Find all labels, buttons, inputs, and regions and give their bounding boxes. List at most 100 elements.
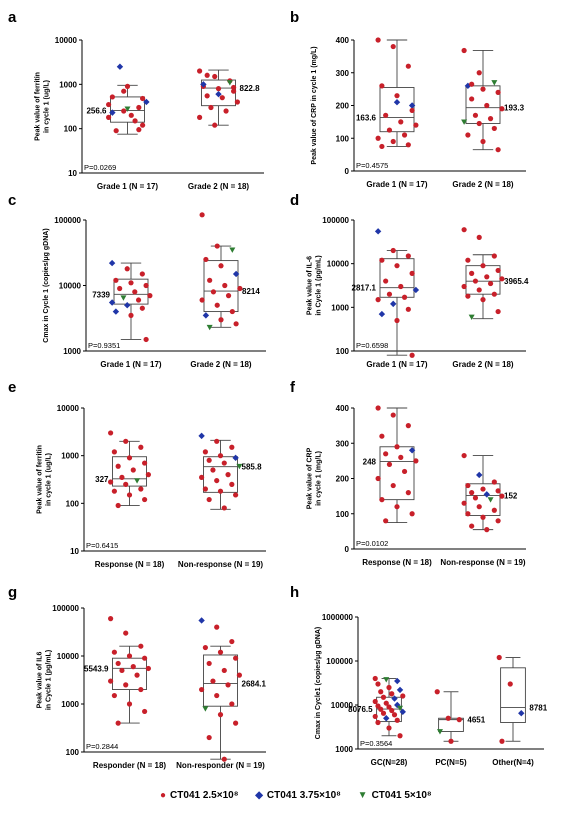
data-point	[491, 479, 497, 485]
green-triangle-icon: ▼	[357, 790, 368, 801]
data-point	[372, 675, 378, 682]
y-axis-label-line: Cmax in Cycle1 (copies/μg gDNA)	[315, 627, 322, 739]
data-point	[394, 504, 400, 510]
data-point	[142, 496, 148, 503]
data-point	[372, 698, 378, 705]
data-point	[112, 308, 120, 315]
box-iqr	[465, 265, 501, 295]
data-point	[375, 37, 381, 43]
data-point	[394, 263, 400, 269]
y-axis-label-line: Peak value of ferritin	[35, 72, 42, 141]
data-point	[379, 433, 385, 439]
data-point	[130, 664, 136, 670]
p-value: P=0.2844	[86, 742, 118, 751]
x-tick-label: Non-response (N = 19)	[440, 558, 525, 567]
data-point	[128, 312, 134, 318]
data-point	[379, 497, 385, 503]
data-point	[499, 276, 505, 282]
data-point	[143, 282, 149, 289]
data-point	[115, 463, 121, 469]
data-point	[115, 502, 121, 509]
y-axis-label: Peak value of ferritin in cycle 1 (ug/L)	[37, 445, 53, 514]
data-point	[408, 102, 416, 109]
x-tick-label: Non-response (N = 19)	[178, 560, 263, 569]
data-point	[206, 660, 212, 667]
data-point	[215, 90, 222, 98]
data-point	[214, 302, 220, 308]
data-point	[214, 243, 220, 249]
data-point	[398, 283, 404, 290]
data-point	[207, 277, 213, 283]
data-point	[221, 667, 227, 674]
median-label: 822.8	[240, 84, 261, 93]
data-point	[465, 293, 471, 299]
data-point	[375, 719, 381, 726]
panel-c: c 1000 10000 100000 Cmax in Cycle 1 (copies/…	[8, 192, 266, 369]
data-point	[225, 293, 232, 299]
red-circle-icon: ●	[160, 790, 167, 801]
data-point	[143, 336, 149, 343]
data-point	[199, 297, 205, 303]
data-point	[119, 474, 125, 480]
data-point	[383, 278, 389, 284]
data-point	[217, 488, 224, 494]
data-point	[495, 267, 501, 274]
data-point	[225, 472, 231, 478]
y-tick-label: 1000	[63, 347, 81, 356]
data-point	[126, 653, 133, 659]
data-point	[229, 247, 236, 253]
y-tick-label: 1000	[61, 452, 79, 461]
x-tick-label: PC(N=5)	[435, 758, 467, 767]
y-axis-label-line: Peak value of IL-6	[307, 256, 314, 315]
x-tick-label: GC(N=28)	[371, 758, 408, 767]
x-tick-label: Grade 1 (N = 17)	[97, 182, 158, 191]
data-point	[233, 720, 239, 726]
data-point	[491, 125, 497, 132]
data-point	[386, 704, 392, 710]
data-point	[413, 458, 419, 464]
data-point	[212, 122, 218, 128]
median-label: 163.6	[356, 113, 377, 122]
data-point	[218, 317, 224, 323]
data-point	[394, 717, 400, 723]
data-point	[495, 147, 501, 153]
data-point	[108, 259, 116, 267]
data-point	[139, 271, 145, 277]
y-tick-label: 100000	[54, 216, 81, 225]
y-tick-label: 200	[336, 102, 350, 111]
x-tick-label: Grade 2 (N = 18)	[190, 360, 251, 369]
data-point	[476, 504, 482, 510]
data-point	[390, 482, 396, 489]
data-point	[215, 86, 222, 92]
y-axis-label: Peak value of IL6 in Cycle 1 (pg/mL)	[37, 650, 53, 710]
data-point	[476, 471, 483, 479]
data-point	[499, 493, 505, 499]
data-point	[233, 492, 239, 498]
data-point	[111, 649, 117, 655]
data-point	[142, 655, 148, 661]
data-point	[109, 94, 115, 100]
data-point	[203, 256, 209, 263]
y-axis-label-line: in cycle 1 (ug/L)	[44, 80, 51, 133]
data-point	[115, 660, 121, 667]
y-tick-label: 300	[336, 439, 350, 448]
data-point	[484, 527, 490, 533]
x-tick-label: Response (N = 18)	[362, 558, 432, 567]
data-point	[472, 495, 479, 501]
data-point	[229, 481, 235, 487]
y-axis-label-line: in Cycle 1 (pg/mL)	[316, 255, 323, 315]
data-point	[109, 109, 116, 116]
data-point	[121, 88, 127, 94]
data-point	[142, 460, 148, 466]
data-point	[401, 294, 408, 300]
data-point	[132, 118, 138, 124]
legend-label: CT041 5×10⁸	[371, 790, 432, 801]
data-point	[232, 270, 240, 278]
data-point	[397, 733, 403, 739]
data-point	[412, 286, 420, 294]
data-point	[135, 297, 142, 303]
data-point	[372, 713, 378, 720]
y-axis-label: Cmax in Cycle1 (copies/μg gDNA)	[315, 627, 322, 739]
x-tick-label: Responder (N = 18)	[93, 761, 166, 770]
